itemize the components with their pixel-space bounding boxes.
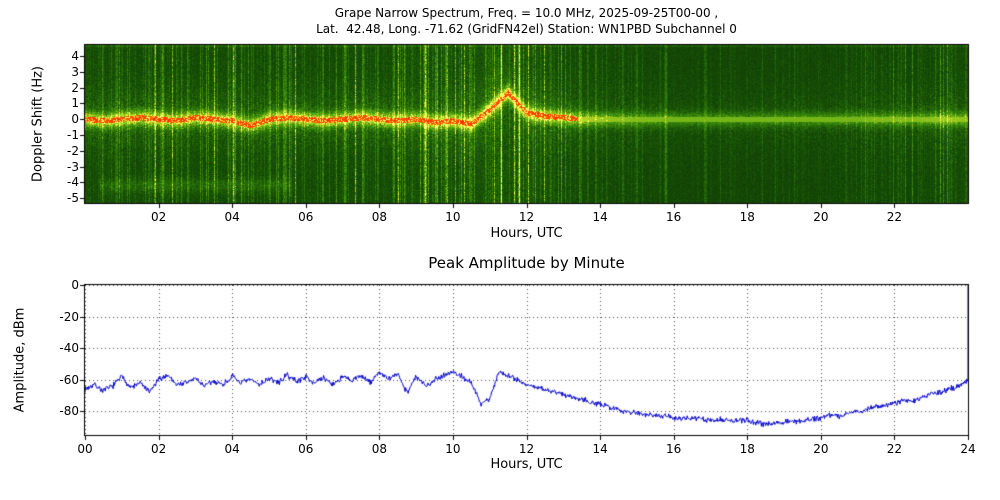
- spectrogram-plot-canvas: [0, 0, 1000, 245]
- spectrogram-y-axis-label: Doppler Shift (Hz): [30, 66, 46, 182]
- amplitude-x-axis-label: Hours, UTC: [490, 457, 563, 472]
- spectrogram-x-axis-label: Hours, UTC: [490, 226, 563, 241]
- amplitude-title: Peak Amplitude by Minute: [428, 254, 625, 272]
- spectrogram-title-line1: Grape Narrow Spectrum, Freq. = 10.0 MHz,…: [334, 6, 719, 20]
- spectrogram-title-line2: Lat. 42.48, Long. -71.62 (GridFN42el) St…: [316, 22, 737, 36]
- amplitude-y-axis-label: Amplitude, dBm: [12, 307, 28, 413]
- amplitude-plot-canvas: [0, 245, 1000, 500]
